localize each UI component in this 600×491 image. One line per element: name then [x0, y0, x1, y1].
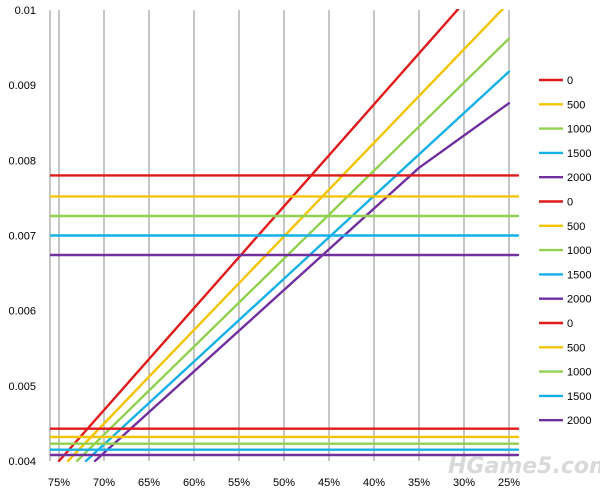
legend-label: 1000 — [567, 245, 591, 257]
x-tick-label: 50% — [273, 477, 295, 489]
y-tick-label: 0.01 — [15, 5, 36, 17]
y-tick-label: 0.008 — [8, 155, 36, 167]
x-tick-label: 45% — [318, 477, 340, 489]
x-axis-tick-labels: 75% 70% 65% 60% 55% 50% 45% 40% 35% 30% 25% — [48, 477, 520, 489]
watermark-text: HGame5.com — [448, 454, 600, 479]
x-tick-label: 65% — [138, 477, 160, 489]
series-line-500 — [66, 9, 505, 462]
y-tick-label: 0.004 — [8, 456, 36, 468]
legend-label: 2000 — [567, 294, 591, 306]
legend-label: 1500 — [567, 391, 591, 403]
x-tick-label: 40% — [363, 477, 385, 489]
series-line-1500 — [84, 70, 511, 462]
legend-label: 0 — [567, 197, 573, 209]
x-tick-label: 60% — [183, 477, 205, 489]
series-line-2000 — [93, 101, 511, 462]
y-tick-label: 0.006 — [8, 306, 36, 318]
x-tick-label: 55% — [228, 477, 250, 489]
legend-label: 0 — [567, 318, 573, 330]
legend-label: 0 — [567, 75, 573, 87]
legend-label: 500 — [567, 342, 585, 354]
legend-label: 500 — [567, 221, 585, 233]
y-axis-tick-labels: 0.004 0.005 0.006 0.007 0.008 0.009 0.01 — [8, 5, 36, 468]
x-tick-label: 75% — [48, 477, 70, 489]
y-tick-label: 0.007 — [8, 231, 36, 243]
series-line-1000 — [75, 37, 511, 462]
x-tick-label: 25% — [498, 477, 520, 489]
legend-label: 1500 — [567, 269, 591, 281]
legend-label: 500 — [567, 99, 585, 111]
legend-label: 1000 — [567, 124, 591, 136]
x-tick-label: 30% — [453, 477, 475, 489]
legend-label: 2000 — [567, 415, 591, 427]
legend-label: 1000 — [567, 367, 591, 379]
legend: 0 500 1000 1500 2000 0 500 1000 1500 2000 0 500 1000… — [539, 75, 591, 427]
legend-label: 1500 — [567, 148, 591, 160]
x-tick-label: 70% — [93, 477, 115, 489]
y-tick-label: 0.009 — [8, 80, 36, 92]
series-lines — [50, 9, 520, 462]
y-tick-label: 0.005 — [8, 381, 36, 393]
legend-label: 2000 — [567, 172, 591, 184]
series-line-0 — [57, 9, 460, 462]
x-tick-label: 35% — [408, 477, 430, 489]
